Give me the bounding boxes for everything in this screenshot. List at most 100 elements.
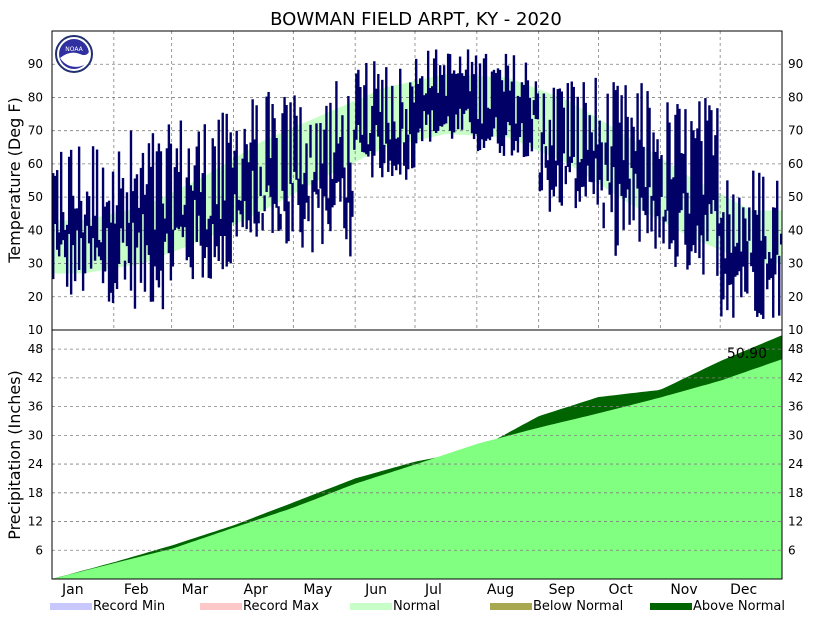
observed-temperature-bar — [566, 83, 569, 167]
observed-temperature-bar — [654, 151, 657, 249]
observed-temperature-bar — [572, 86, 575, 157]
observed-temperature-bar — [646, 91, 649, 234]
observed-temperature-bar — [121, 177, 125, 243]
observed-temperature-bar — [706, 120, 709, 242]
observed-temperature-bar — [337, 143, 340, 182]
observed-temperature-bar — [215, 204, 218, 247]
observed-temperature-bar — [628, 178, 631, 225]
observed-temperature-bar — [714, 135, 717, 212]
observed-temperature-bar — [383, 144, 386, 164]
observed-temperature-bar — [147, 143, 151, 255]
precipitation-tick-label-right: 12 — [788, 515, 803, 529]
precipitation-tick-label-right: 6 — [788, 543, 796, 557]
observed-temperature-bar — [217, 119, 220, 261]
observed-temperature-bar — [456, 73, 460, 130]
observed-temperature-bar — [241, 158, 244, 228]
observed-temperature-bar — [596, 144, 599, 205]
observed-temperature-bar — [347, 96, 350, 203]
observed-temperature-bar — [752, 170, 755, 272]
observed-temperature-bar — [155, 151, 159, 281]
temperature-tick-label-right: 60 — [788, 157, 803, 171]
observed-temperature-bar — [658, 158, 661, 238]
observed-temperature-bar — [91, 146, 95, 239]
observed-temperature-bar — [556, 89, 560, 166]
legend-swatch — [350, 603, 392, 610]
observed-temperature-bar — [540, 132, 544, 191]
precipitation-y-ticks-left: 6 12 18 24 30 36 42 48 — [28, 342, 43, 557]
observed-temperature-bar — [436, 92, 440, 131]
observed-temperature-bar — [446, 53, 450, 117]
observed-temperature-bar — [255, 105, 258, 237]
temperature-tick-label-right: 40 — [788, 223, 803, 237]
observed-temperature-bar — [53, 175, 57, 225]
observed-temperature-bar — [698, 101, 701, 259]
observed-temperature-bar — [203, 124, 206, 259]
precipitation-panel: 6 12 18 24 30 36 42 48 6 12 18 24 30 36 42 48 50.90 Pr… — [5, 330, 803, 579]
precipitation-tick-label-right: 42 — [788, 371, 803, 385]
observed-temperature-bar — [387, 122, 390, 172]
observed-temperature-bar — [329, 102, 332, 232]
observed-temperature-bar — [205, 229, 208, 248]
observed-temperature-bar — [656, 139, 659, 217]
observed-temperature-bar — [618, 122, 621, 184]
observed-temperature-bar — [365, 62, 368, 155]
observed-temperature-bar — [528, 97, 532, 143]
noaa-logo-text: NOAA — [65, 46, 83, 53]
temperature-tick-label-right: 10 — [788, 323, 803, 337]
observed-temperature-bar — [129, 130, 133, 291]
observed-temperature-bar — [79, 200, 83, 239]
observed-temperature-bar — [259, 166, 262, 197]
observed-temperature-bar — [403, 142, 406, 166]
observed-temperature-bar — [249, 142, 252, 233]
observed-temperature-bar — [345, 197, 348, 240]
legend-swatch — [490, 603, 532, 610]
observed-temperature-bar — [359, 86, 362, 143]
observed-temperature-bar — [87, 196, 91, 244]
month-label: Mar — [182, 582, 209, 598]
observed-temperature-bar — [606, 93, 609, 181]
observed-temperature-bar — [371, 105, 374, 178]
month-labels: Jan Feb Mar Apr May Jun Jul Aug Sep Oct Nov Dec — [61, 582, 757, 598]
observed-temperature-bar — [678, 108, 681, 213]
observed-temperature-bar — [438, 65, 442, 127]
observed-temperature-bar — [710, 110, 713, 214]
observed-temperature-bar — [123, 260, 127, 280]
observed-temperature-bar — [169, 143, 173, 281]
observed-temperature-bar — [434, 49, 438, 133]
observed-temperature-bar — [311, 180, 314, 253]
observed-temperature-bar — [590, 132, 593, 183]
observed-temperature-bar — [333, 152, 336, 206]
observed-temperature-bar — [582, 82, 585, 187]
observed-temperature-bar — [538, 172, 542, 192]
observed-temperature-bar — [231, 167, 234, 223]
observed-temperature-bar — [502, 91, 506, 156]
observed-temperature-bar — [418, 78, 422, 129]
observed-temperature-bar — [179, 120, 183, 227]
observed-temperature-bar — [67, 156, 71, 234]
temperature-y-ticks-right: 10 20 30 40 50 60 70 80 90 — [788, 57, 803, 337]
observed-temperature-bar — [726, 180, 729, 311]
observed-temperature-bar — [624, 85, 627, 198]
observed-temperature-bar — [199, 192, 202, 246]
observed-temperature-bar — [397, 137, 400, 165]
observed-temperature-bar — [253, 139, 256, 224]
observed-temperature-bar — [530, 118, 534, 152]
observed-temperature-bar — [746, 241, 749, 294]
observed-temperature-bar — [512, 55, 516, 151]
observed-temperature-bar — [688, 213, 691, 266]
temperature-tick-label: 50 — [28, 190, 43, 204]
observed-temperature-bar — [718, 223, 721, 236]
temperature-tick-label: 20 — [28, 290, 43, 304]
precipitation-tick-label-right: 24 — [788, 457, 803, 471]
observed-temperature-bar — [307, 195, 310, 222]
observed-temperature-bar — [119, 188, 123, 229]
observed-temperature-bar — [315, 123, 318, 195]
precipitation-tick-label: 24 — [28, 457, 43, 471]
observed-temperature-bar — [177, 171, 181, 230]
observed-temperature-bar — [768, 252, 771, 280]
observed-temperature-bar — [504, 53, 508, 136]
observed-temperature-bar — [638, 139, 641, 242]
observed-temperature-bar — [299, 107, 302, 233]
observed-temperature-bar — [732, 194, 735, 318]
temperature-tick-label: 40 — [28, 223, 43, 237]
